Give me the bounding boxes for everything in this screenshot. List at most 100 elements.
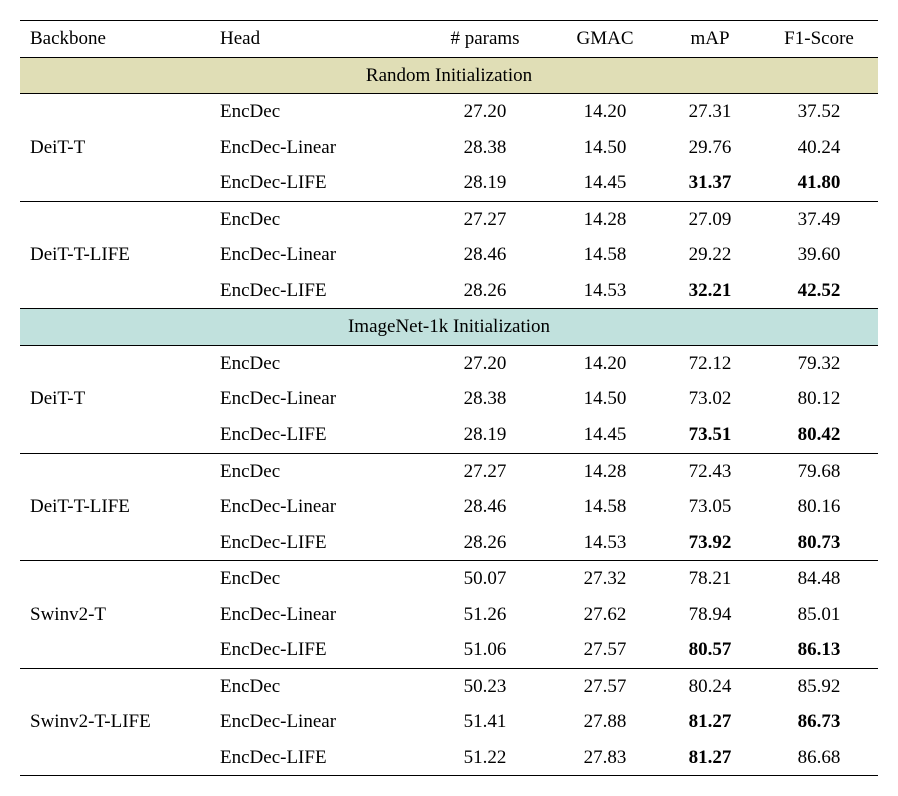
head-cell: EncDec-Linear — [210, 130, 420, 166]
map-cell: 32.21 — [660, 273, 760, 309]
f1-cell: 80.73 — [760, 525, 878, 561]
params-cell: 27.20 — [420, 345, 550, 381]
results-table: Backbone Head # params GMAC mAP F1-Score… — [20, 20, 878, 776]
gmac-cell: 27.57 — [550, 632, 660, 668]
head-cell: EncDec-LIFE — [210, 525, 420, 561]
f1-cell: 79.68 — [760, 453, 878, 489]
map-cell: 31.37 — [660, 165, 760, 201]
head-cell: EncDec-LIFE — [210, 740, 420, 776]
f1-cell: 84.48 — [760, 561, 878, 597]
head-cell: EncDec — [210, 668, 420, 704]
head-cell: EncDec — [210, 94, 420, 130]
f1-cell: 79.32 — [760, 345, 878, 381]
section-title: Random Initialization — [20, 57, 878, 94]
col-head: Head — [210, 21, 420, 58]
map-cell: 81.27 — [660, 704, 760, 740]
head-cell: EncDec-Linear — [210, 597, 420, 633]
gmac-cell: 14.20 — [550, 345, 660, 381]
gmac-cell: 14.58 — [550, 237, 660, 273]
gmac-cell: 14.50 — [550, 130, 660, 166]
table-row: DeiT-TEncDec27.2014.2072.1279.32 — [20, 345, 878, 381]
gmac-cell: 14.28 — [550, 201, 660, 237]
map-cell: 78.21 — [660, 561, 760, 597]
map-cell: 80.24 — [660, 668, 760, 704]
head-cell: EncDec — [210, 345, 420, 381]
gmac-cell: 14.50 — [550, 381, 660, 417]
header-row: Backbone Head # params GMAC mAP F1-Score — [20, 21, 878, 58]
f1-cell: 37.52 — [760, 94, 878, 130]
f1-cell: 86.13 — [760, 632, 878, 668]
f1-cell: 41.80 — [760, 165, 878, 201]
map-cell: 80.57 — [660, 632, 760, 668]
params-cell: 28.46 — [420, 489, 550, 525]
backbone-cell: Swinv2-T — [20, 561, 210, 669]
map-cell: 29.22 — [660, 237, 760, 273]
f1-cell: 42.52 — [760, 273, 878, 309]
gmac-cell: 14.45 — [550, 417, 660, 453]
params-cell: 28.46 — [420, 237, 550, 273]
head-cell: EncDec — [210, 561, 420, 597]
backbone-cell: Swinv2-T-LIFE — [20, 668, 210, 776]
head-cell: EncDec — [210, 453, 420, 489]
params-cell: 27.27 — [420, 453, 550, 489]
table-row: DeiT-T-LIFEEncDec27.2714.2827.0937.49 — [20, 201, 878, 237]
f1-cell: 86.68 — [760, 740, 878, 776]
backbone-cell: DeiT-T — [20, 345, 210, 453]
gmac-cell: 27.32 — [550, 561, 660, 597]
map-cell: 73.05 — [660, 489, 760, 525]
map-cell: 27.09 — [660, 201, 760, 237]
table-row: DeiT-TEncDec27.2014.2027.3137.52 — [20, 94, 878, 130]
params-cell: 28.38 — [420, 381, 550, 417]
f1-cell: 80.16 — [760, 489, 878, 525]
gmac-cell: 27.62 — [550, 597, 660, 633]
col-map: mAP — [660, 21, 760, 58]
f1-cell: 80.12 — [760, 381, 878, 417]
head-cell: EncDec — [210, 201, 420, 237]
head-cell: EncDec-LIFE — [210, 273, 420, 309]
params-cell: 51.22 — [420, 740, 550, 776]
gmac-cell: 27.57 — [550, 668, 660, 704]
section-header: ImageNet-1k Initialization — [20, 309, 878, 346]
backbone-cell: DeiT-T-LIFE — [20, 453, 210, 561]
col-f1: F1-Score — [760, 21, 878, 58]
f1-cell: 39.60 — [760, 237, 878, 273]
table-row: DeiT-T-LIFEEncDec27.2714.2872.4379.68 — [20, 453, 878, 489]
params-cell: 28.19 — [420, 417, 550, 453]
params-cell: 50.23 — [420, 668, 550, 704]
col-params: # params — [420, 21, 550, 58]
gmac-cell: 14.53 — [550, 273, 660, 309]
params-cell: 28.26 — [420, 525, 550, 561]
head-cell: EncDec-LIFE — [210, 165, 420, 201]
head-cell: EncDec-LIFE — [210, 632, 420, 668]
map-cell: 73.92 — [660, 525, 760, 561]
map-cell: 81.27 — [660, 740, 760, 776]
gmac-cell: 27.88 — [550, 704, 660, 740]
head-cell: EncDec-Linear — [210, 489, 420, 525]
f1-cell: 85.01 — [760, 597, 878, 633]
f1-cell: 86.73 — [760, 704, 878, 740]
f1-cell: 80.42 — [760, 417, 878, 453]
map-cell: 29.76 — [660, 130, 760, 166]
map-cell: 73.51 — [660, 417, 760, 453]
map-cell: 78.94 — [660, 597, 760, 633]
head-cell: EncDec-Linear — [210, 237, 420, 273]
f1-cell: 40.24 — [760, 130, 878, 166]
params-cell: 28.19 — [420, 165, 550, 201]
gmac-cell: 27.83 — [550, 740, 660, 776]
col-backbone: Backbone — [20, 21, 210, 58]
head-cell: EncDec-Linear — [210, 381, 420, 417]
gmac-cell: 14.20 — [550, 94, 660, 130]
col-gmac: GMAC — [550, 21, 660, 58]
gmac-cell: 14.58 — [550, 489, 660, 525]
params-cell: 28.38 — [420, 130, 550, 166]
gmac-cell: 14.53 — [550, 525, 660, 561]
f1-cell: 37.49 — [760, 201, 878, 237]
params-cell: 50.07 — [420, 561, 550, 597]
backbone-cell: DeiT-T — [20, 94, 210, 202]
map-cell: 27.31 — [660, 94, 760, 130]
params-cell: 28.26 — [420, 273, 550, 309]
params-cell: 51.41 — [420, 704, 550, 740]
section-title: ImageNet-1k Initialization — [20, 309, 878, 346]
f1-cell: 85.92 — [760, 668, 878, 704]
head-cell: EncDec-Linear — [210, 704, 420, 740]
